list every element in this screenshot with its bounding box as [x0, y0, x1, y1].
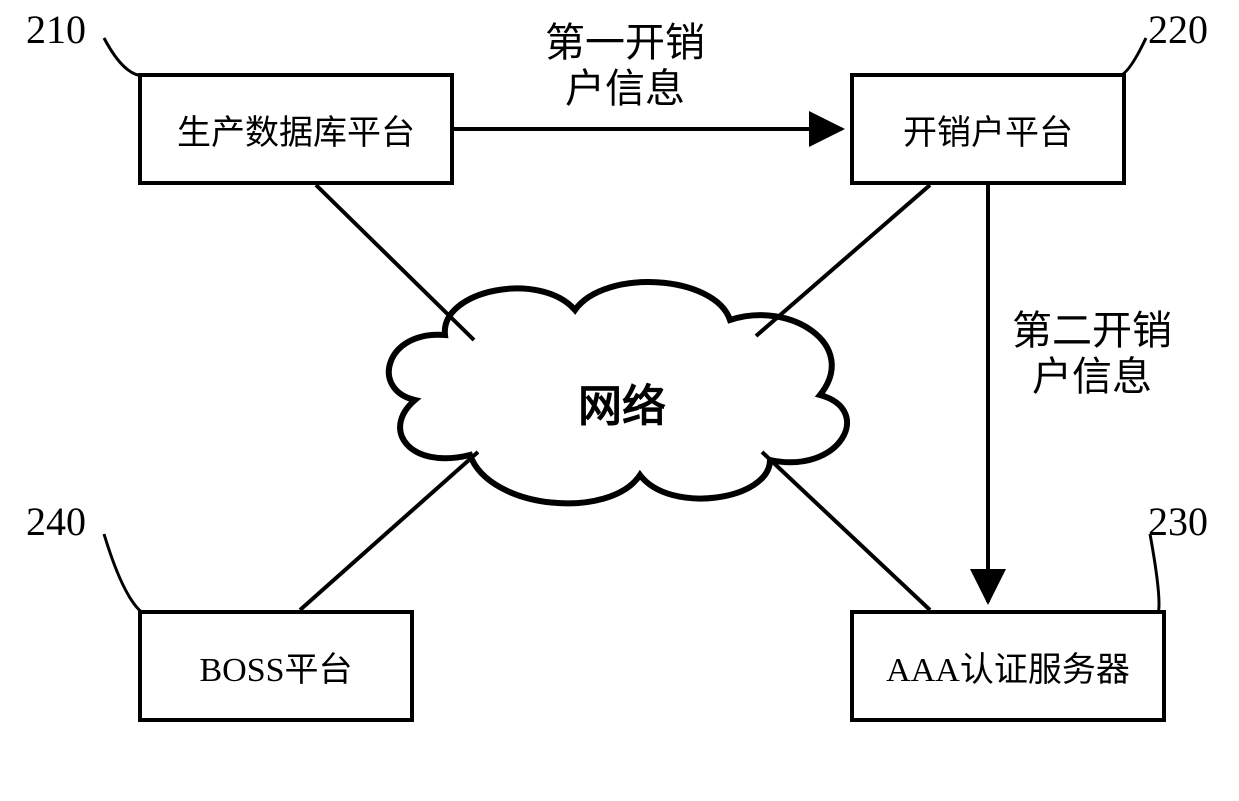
callout-leader-210 [104, 38, 144, 76]
callout-leader-240 [104, 534, 144, 614]
edge-label-e1-line2: 户信息 [565, 66, 685, 111]
diagram-canvas: 生产数据库平台 开销户平台 AAA认证服务器 BOSS平台 网络 210 220… [0, 0, 1239, 801]
callout-240: 240 [26, 498, 86, 545]
node-n230-label: AAA认证服务器 [886, 642, 1130, 691]
node-n220-label: 开销户平台 [903, 105, 1073, 154]
node-n230: AAA认证服务器 [850, 610, 1166, 722]
link-cloud-n240 [300, 452, 478, 610]
link-cloud-n220 [756, 185, 930, 336]
edge-label-e2-line1: 第二开销 [1012, 308, 1172, 353]
edge-label-e1-line1: 第一开销 [545, 20, 705, 65]
node-n240-label: BOSS平台 [199, 642, 352, 691]
edge-label-e1: 第一开销 户信息 [545, 20, 705, 112]
callout-leader-230 [1150, 534, 1159, 614]
edge-label-e2: 第二开销 户信息 [1012, 308, 1172, 400]
callout-220: 220 [1148, 6, 1208, 53]
callout-230: 230 [1148, 498, 1208, 545]
node-n210: 生产数据库平台 [138, 73, 454, 185]
callout-210: 210 [26, 6, 86, 53]
node-n220: 开销户平台 [850, 73, 1126, 185]
callout-leader-220 [1118, 38, 1146, 76]
link-cloud-n210 [316, 185, 474, 340]
edge-label-e2-line2: 户信息 [1032, 354, 1152, 399]
node-n210-label: 生产数据库平台 [177, 105, 415, 154]
cloud-label: 网络 [578, 370, 666, 434]
link-cloud-n230 [762, 452, 930, 610]
node-n240: BOSS平台 [138, 610, 414, 722]
